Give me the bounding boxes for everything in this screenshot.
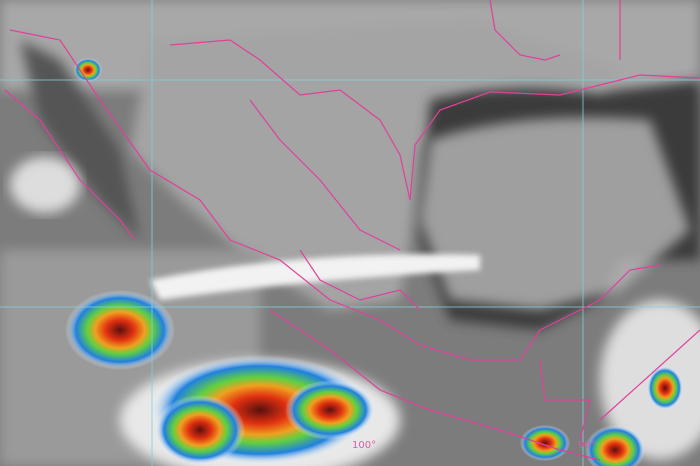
country-state-borders	[4, 0, 700, 461]
storm-cell-central	[520, 425, 570, 461]
storm-cell-east	[647, 366, 683, 410]
gulf-of-california	[20, 40, 140, 240]
cloud-field-gulf	[420, 117, 690, 310]
grid-label-90w: 90°	[578, 440, 596, 451]
cloud-band	[150, 254, 480, 300]
land-mexico	[130, 20, 620, 310]
grid-label-100w: 100°	[352, 440, 377, 451]
storm-cell-west	[65, 290, 175, 370]
